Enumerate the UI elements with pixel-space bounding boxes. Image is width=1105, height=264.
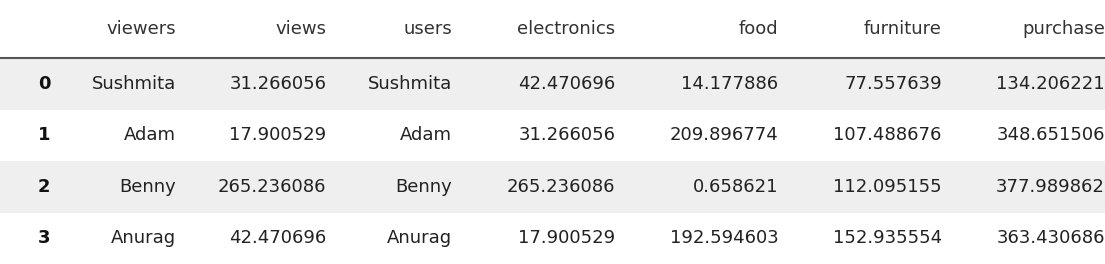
Text: 42.470696: 42.470696 <box>518 75 615 93</box>
FancyBboxPatch shape <box>0 110 1105 161</box>
FancyBboxPatch shape <box>0 58 1105 110</box>
Text: 31.266056: 31.266056 <box>230 75 326 93</box>
Text: 265.236086: 265.236086 <box>218 178 326 196</box>
Text: 17.900529: 17.900529 <box>518 229 615 247</box>
Text: 77.557639: 77.557639 <box>844 75 941 93</box>
Text: 377.989862: 377.989862 <box>996 178 1105 196</box>
Text: Adam: Adam <box>124 126 176 144</box>
Text: 2: 2 <box>38 178 50 196</box>
Text: 107.488676: 107.488676 <box>833 126 941 144</box>
Text: Sushmita: Sushmita <box>92 75 176 93</box>
Text: Adam: Adam <box>400 126 452 144</box>
Text: purchase: purchase <box>1022 20 1105 38</box>
Text: 1: 1 <box>38 126 50 144</box>
FancyBboxPatch shape <box>0 0 1105 58</box>
Text: Sushmita: Sushmita <box>368 75 452 93</box>
Text: views: views <box>275 20 326 38</box>
Text: 0.658621: 0.658621 <box>693 178 779 196</box>
FancyBboxPatch shape <box>0 213 1105 264</box>
Text: 3: 3 <box>38 229 50 247</box>
Text: 363.430686: 363.430686 <box>997 229 1105 247</box>
Text: Anurag: Anurag <box>110 229 176 247</box>
Text: 265.236086: 265.236086 <box>507 178 615 196</box>
Text: furniture: furniture <box>864 20 941 38</box>
Text: viewers: viewers <box>106 20 176 38</box>
Text: electronics: electronics <box>517 20 615 38</box>
Text: 0: 0 <box>38 75 50 93</box>
Text: users: users <box>403 20 452 38</box>
FancyBboxPatch shape <box>0 161 1105 213</box>
Text: Benny: Benny <box>396 178 452 196</box>
Text: 17.900529: 17.900529 <box>230 126 326 144</box>
Text: 348.651506: 348.651506 <box>997 126 1105 144</box>
Text: 31.266056: 31.266056 <box>518 126 615 144</box>
Text: 14.177886: 14.177886 <box>682 75 779 93</box>
Text: 134.206221: 134.206221 <box>997 75 1105 93</box>
Text: 192.594603: 192.594603 <box>670 229 779 247</box>
Text: 152.935554: 152.935554 <box>833 229 941 247</box>
Text: Benny: Benny <box>119 178 176 196</box>
Text: 42.470696: 42.470696 <box>229 229 326 247</box>
Text: 112.095155: 112.095155 <box>833 178 941 196</box>
Text: Anurag: Anurag <box>387 229 452 247</box>
Text: 209.896774: 209.896774 <box>670 126 779 144</box>
Text: food: food <box>739 20 779 38</box>
